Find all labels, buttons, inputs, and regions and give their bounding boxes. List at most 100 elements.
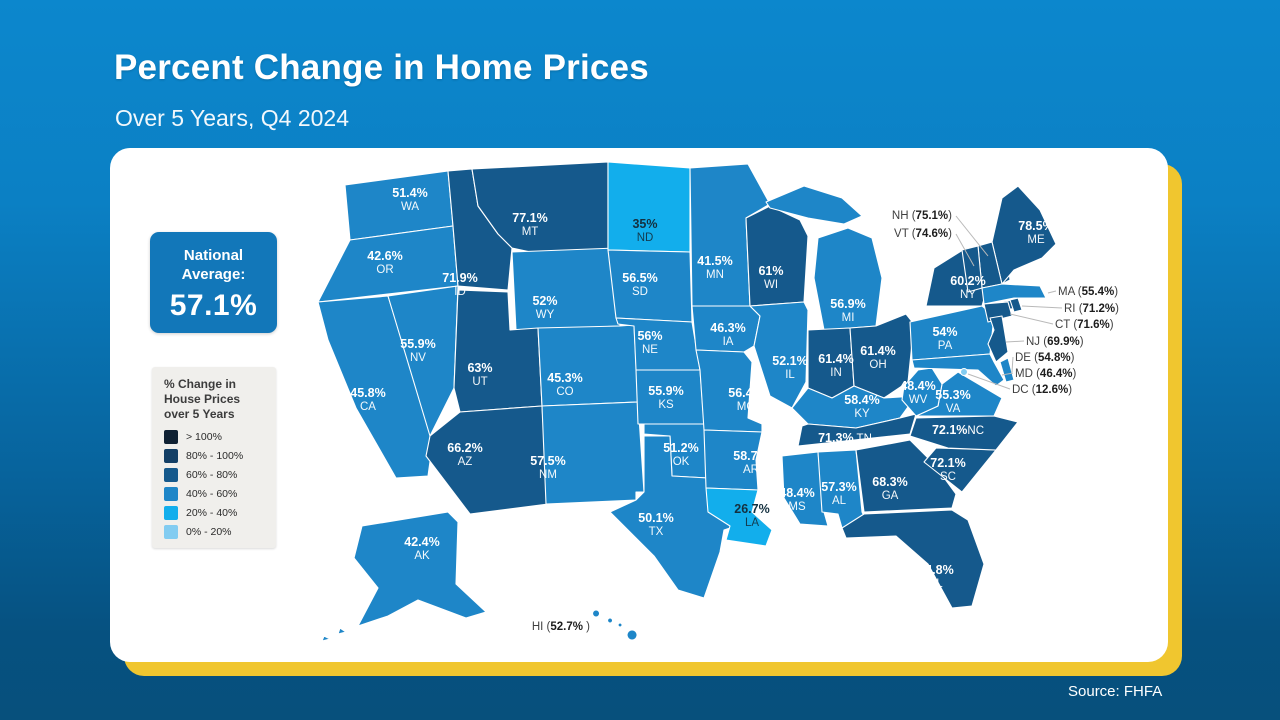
state-abbr-wy: WY [536,309,555,321]
legend-swatch-20-40 [164,506,178,520]
state-abbr-oh: OH [869,359,886,371]
state-abbr-mi: MI [842,312,855,324]
state-value-la: 26.7% [734,502,769,516]
state-abbr-sc: SC [940,471,956,483]
legend-row: > 100% [164,430,266,444]
callout-line-md [1001,372,1014,376]
state-value-me: 78.5% [1018,219,1053,233]
state-value-tx: 50.1% [638,511,673,525]
state-abbr-ak: AK [414,550,430,562]
callout-ma: MA (55.4%) [1058,286,1118,298]
legend-swatch-0-20 [164,525,178,539]
state-value-wv: 48.4% [900,379,935,393]
state-abbr-wv: WV [909,394,928,406]
state-value-ky: 58.4% [844,393,879,407]
state-value-nm: 57.5% [530,454,565,468]
state-wy [511,247,621,331]
state-mi [765,185,883,331]
callout-line-dc [967,373,1011,390]
state-value-fl: 74.8% [918,563,953,577]
state-abbr-co: CO [556,386,573,398]
state-de [999,357,1015,383]
national-average-value: 57.1% [169,289,258,322]
state-abbr-id: ID [454,286,466,298]
state-abbr-az: AZ [458,456,473,468]
state-value-wi: 61% [758,264,783,278]
state-value-oh: 61.4% [860,344,895,358]
callout-line-nj [1005,340,1025,343]
state-nc [909,415,1019,451]
state-la [705,487,773,547]
legend-swatch-80-100 [164,449,178,463]
state-ga [855,439,957,513]
state-value-or: 42.6% [367,249,402,263]
callout-ri: RI (71.2%) [1064,303,1119,315]
state-wi [745,205,809,307]
callout-nh: NH (75.1%) [892,210,952,222]
state-value-wa: 51.4% [392,186,427,200]
state-abbr-wa: WA [401,201,419,213]
callout-line-ma [1047,290,1057,294]
map-legend: % Change in House Prices over 5 Years > … [152,367,276,548]
callout-line-vt [955,233,975,267]
state-abbr-in: IN [830,367,842,379]
state-value-ok: 51.2% [663,441,698,455]
state-tx [609,435,743,599]
page-title: Percent Change in Home Prices [114,48,649,87]
state-ar [703,429,763,491]
state-value-mi: 56.9% [830,297,865,311]
state-abbr-mn: MN [706,269,724,281]
state-label-nc: 72.1%NC [932,423,984,437]
callout-line-ri [1021,305,1063,309]
state-nj [987,315,1009,363]
state-value-ia: 46.3% [710,321,745,335]
state-value-co: 45.3% [547,371,582,385]
state-value-nd: 35% [632,217,657,231]
source-attribution: Source: FHFA [1068,683,1163,700]
legend-label: 40% - 60% [186,488,238,500]
legend-row: 20% - 40% [164,506,266,520]
state-abbr-il: IL [785,369,795,381]
state-abbr-nd: ND [637,232,654,244]
state-abbr-ne: NE [642,344,658,356]
state-abbr-pa: PA [938,340,953,352]
state-abbr-ny: NY [960,289,976,301]
state-abbr-ia: IA [723,336,734,348]
state-abbr-ky: KY [854,408,870,420]
state-value-mo: 56.4% [728,386,763,400]
state-value-in: 61.4% [818,352,853,366]
callout-de: DE (54.8%) [1015,352,1075,364]
state-value-ak: 42.4% [404,535,439,549]
callout-line-de [1011,356,1014,373]
state-dc [960,368,968,376]
state-label-tn: 71.3% TN [818,431,872,445]
state-mo [695,349,763,433]
state-value-sd: 56.5% [622,271,657,285]
state-abbr-fl: FL [929,578,943,590]
state-value-va: 55.3% [935,388,970,402]
state-abbr-mo: MO [737,401,756,413]
callout-line-ct [1009,313,1054,325]
state-value-id: 71.9% [442,271,477,285]
state-abbr-ar: AR [743,464,759,476]
state-abbr-la: LA [745,517,759,529]
legend-swatch-60-80 [164,468,178,482]
state-hi [592,609,638,641]
callout-md: MD (46.4%) [1015,368,1077,380]
state-abbr-ms: MS [788,501,806,513]
callout-ct: CT (71.6%) [1055,319,1114,331]
state-value-al: 57.3% [821,480,856,494]
callout-hi: HI (52.7% ) [532,621,590,633]
callout-nj: NJ (69.9%) [1026,336,1084,348]
state-ri [1009,297,1023,313]
callout-line-nh [955,215,989,257]
legend-row: 0% - 20% [164,525,266,539]
state-tn [797,413,917,447]
national-average-label-line2: Average: [181,266,246,283]
state-value-nv: 55.9% [400,337,435,351]
state-fl [841,509,985,609]
state-md [911,353,1005,387]
legend-row: 80% - 100% [164,449,266,463]
state-me [991,185,1057,285]
state-abbr-ut: UT [472,376,487,388]
